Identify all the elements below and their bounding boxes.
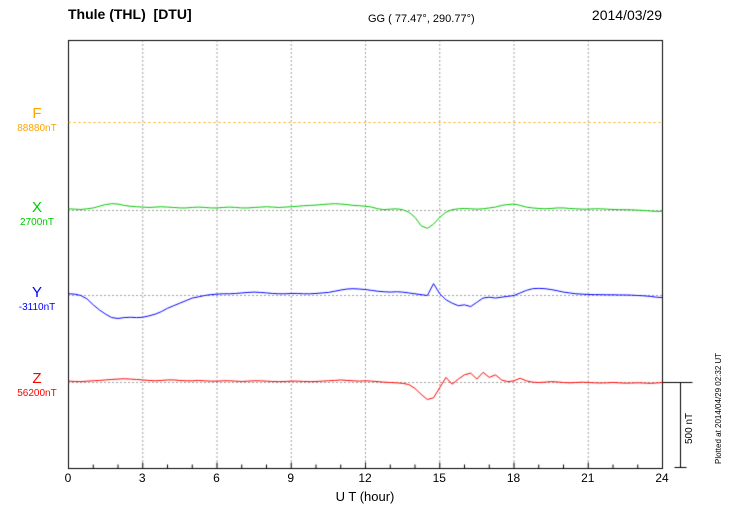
component-letter-Y: Y (31, 284, 42, 301)
component-baseline-X: 2700nT (20, 217, 54, 228)
x-tick-label: 21 (581, 471, 595, 485)
x-tick-label: 0 (64, 471, 72, 485)
component-label-X: X 2700nT (10, 200, 64, 229)
plot-date: 2014/03/29 (591, 7, 662, 23)
component-letter-Z: Z (32, 370, 42, 387)
geographic-coords-label: GG ( 77.47°, 290.77°) (368, 13, 475, 25)
component-baseline-Y: -3110nT (18, 302, 56, 313)
x-tick-label: 24 (655, 471, 669, 485)
x-tick-label: 9 (287, 471, 295, 485)
component-label-Z: Z 56200nT (10, 371, 64, 400)
component-letter-X: X (31, 199, 42, 216)
x-axis-label: U T (hour) (335, 489, 395, 504)
plotted-at-note: Plotted at 2014/04/29 02:32 UT (714, 352, 723, 464)
x-tick-label: 15 (432, 471, 446, 485)
component-label-F: F 88880nT (10, 106, 64, 135)
x-tick-label: 18 (506, 471, 521, 485)
x-tick-label: 3 (138, 471, 146, 485)
station-title: Thule (THL) [DTU] (68, 6, 192, 22)
x-tick-label: 6 (213, 471, 220, 485)
component-letter-F: F (32, 105, 42, 122)
scale-bar-label: 500 nT (684, 412, 695, 444)
component-baseline-F: 88880nT (17, 123, 57, 134)
x-tick-label: 12 (358, 471, 372, 485)
component-baseline-Z: 56200nT (17, 388, 57, 399)
component-label-Y: Y -3110nT (10, 285, 64, 314)
